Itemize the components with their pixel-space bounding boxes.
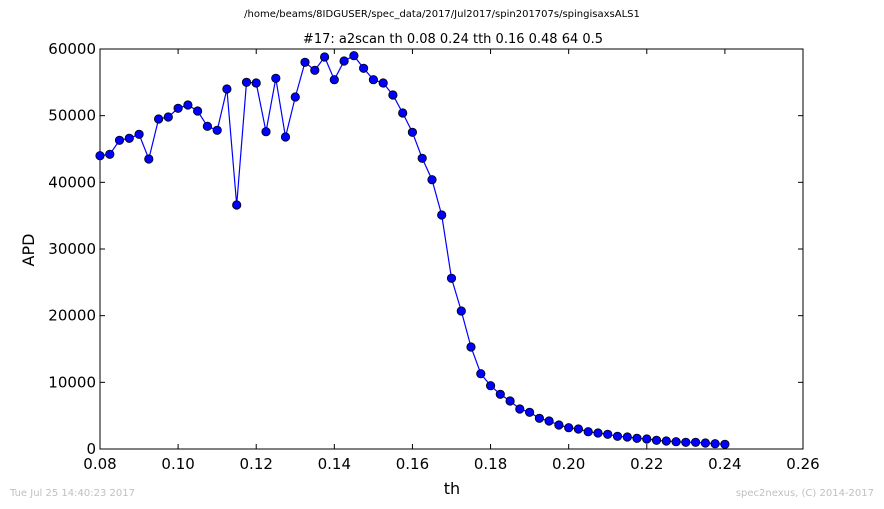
data-point [407, 127, 417, 137]
y-tick-label: 10000 [48, 373, 96, 391]
data-point [124, 133, 134, 143]
y-tick-label: 30000 [48, 240, 96, 258]
x-tick-label: 0.26 [786, 455, 819, 473]
data-point [700, 438, 711, 448]
data-point [524, 407, 535, 417]
data-point [515, 404, 525, 414]
data-point [134, 129, 144, 139]
x-tick-label: 0.24 [708, 455, 741, 473]
data-point [485, 381, 496, 391]
x-tick-label: 0.22 [630, 455, 663, 473]
data-point [651, 435, 662, 445]
data-point [446, 273, 457, 283]
plot-frame [99, 48, 804, 450]
y-axis-label: APD [19, 234, 38, 267]
y-tick-label: 0 [86, 440, 96, 458]
data-point [300, 57, 310, 67]
data-point [417, 153, 427, 163]
data-point [319, 52, 330, 62]
data-point [427, 175, 437, 185]
data-point [222, 84, 232, 94]
data-point [388, 90, 398, 100]
data-point [398, 108, 408, 118]
data-point [114, 135, 125, 145]
data-point [495, 389, 505, 399]
data-point [603, 429, 613, 439]
y-tick-label: 20000 [48, 307, 96, 325]
data-point [183, 100, 193, 110]
x-tick-label: 0.08 [83, 455, 116, 473]
data-point [710, 439, 720, 449]
data-point [163, 112, 173, 122]
y-tick-label: 50000 [48, 107, 96, 125]
data-point [251, 78, 261, 88]
data-point [349, 51, 359, 61]
data-point [193, 106, 203, 116]
data-point [505, 396, 515, 406]
data-point [671, 437, 681, 447]
data-point [476, 369, 486, 379]
x-tick-label: 0.12 [240, 455, 273, 473]
data-point [271, 73, 281, 83]
x-axis-label: th [444, 479, 460, 498]
data-point [554, 420, 564, 430]
data-point [720, 439, 730, 449]
data-point [573, 424, 584, 434]
y-tick-label: 60000 [48, 40, 96, 58]
data-point [358, 63, 369, 73]
data-point [544, 416, 554, 426]
data-point [632, 433, 642, 443]
footer-timestamp: Tue Jul 25 14:40:23 2017 [10, 488, 135, 499]
data-point [368, 75, 378, 85]
x-tick-label: 0.20 [552, 455, 585, 473]
data-point [564, 423, 574, 433]
file-path-title: /home/beams/8IDGUSER/spec_data/2017/Jul2… [244, 9, 640, 20]
data-point [583, 427, 593, 437]
data-point [241, 77, 252, 87]
data-point [437, 210, 447, 220]
x-tick-label: 0.18 [474, 455, 507, 473]
data-point [173, 103, 183, 113]
series-layer [95, 51, 730, 449]
chart-title: #17: a2scan th 0.08 0.24 tth 0.16 0.48 6… [303, 32, 603, 47]
footer-credit: spec2nexus, (C) 2014-2017 [735, 488, 874, 499]
data-point [212, 125, 222, 135]
y-tick-label: 40000 [48, 173, 96, 191]
data-point [612, 431, 623, 441]
x-axis-ticks: 0.08 0.10 0.12 0.14 0.16 0.18 0.20 0.22 0.24 0.26 [83, 49, 820, 473]
y-axis-ticks: 0 10000 20000 30000 40000 50000 60000 [48, 40, 803, 458]
data-point [290, 92, 300, 102]
data-point [622, 432, 632, 442]
data-point [280, 132, 291, 142]
data-point [329, 75, 339, 85]
data-point [456, 306, 466, 316]
data-point [378, 78, 388, 88]
data-point [681, 437, 691, 447]
x-tick-label: 0.14 [318, 455, 351, 473]
data-point [642, 434, 652, 444]
data-point [534, 413, 545, 423]
data-point [105, 149, 115, 159]
data-point [339, 56, 349, 66]
data-point [95, 151, 105, 161]
series-line [99, 54, 725, 445]
data-point [593, 428, 603, 438]
data-point [202, 121, 212, 131]
data-point [144, 154, 154, 164]
data-point [310, 65, 320, 75]
x-tick-label: 0.10 [161, 455, 194, 473]
data-point [466, 342, 476, 352]
data-point [154, 114, 164, 124]
data-point [261, 127, 271, 137]
data-point [232, 200, 242, 210]
data-point [661, 436, 671, 446]
x-tick-label: 0.16 [396, 455, 429, 473]
data-point [690, 437, 701, 447]
